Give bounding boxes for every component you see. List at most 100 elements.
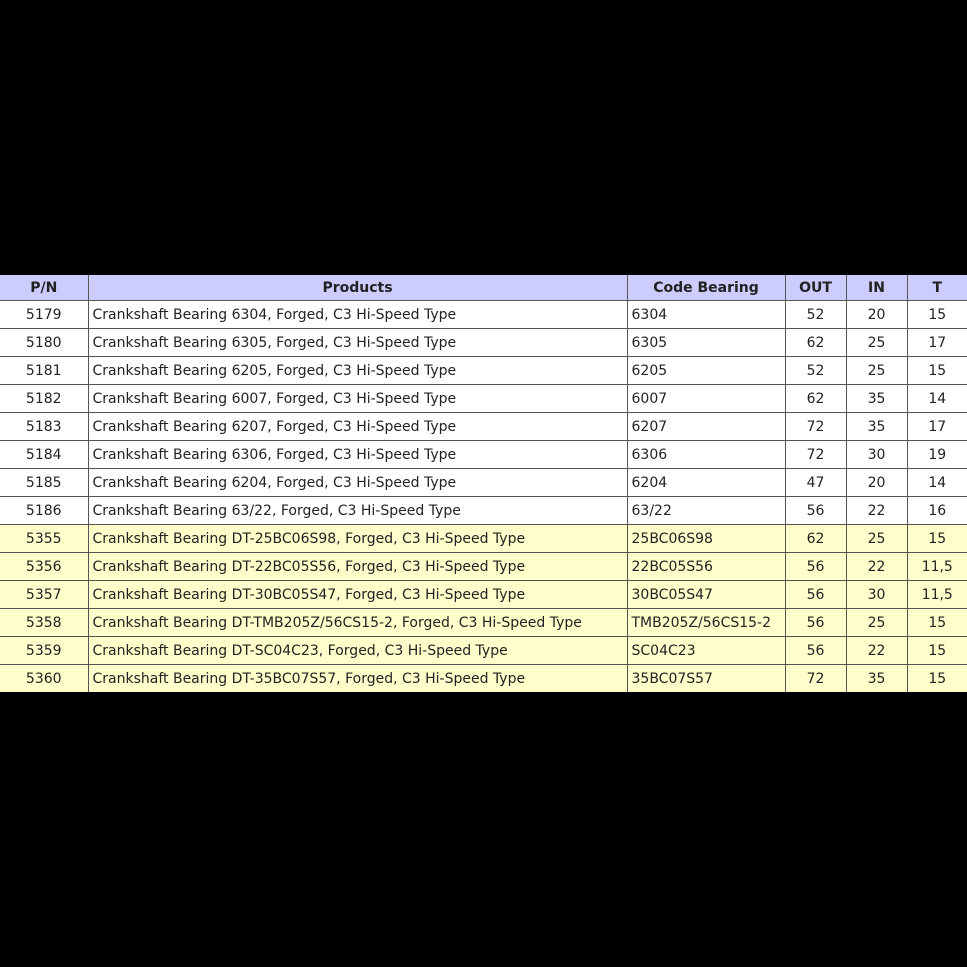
cell-out: 56 xyxy=(784,580,847,609)
cell-code-bearing: SC04C23 xyxy=(626,636,786,665)
cell-product: Crankshaft Bearing DT-30BC05S47, Forged,… xyxy=(87,580,628,609)
cell-pn: 5186 xyxy=(0,496,89,525)
cell-pn: 5356 xyxy=(0,552,89,581)
cell-t: 15 xyxy=(906,300,967,329)
header-t: T xyxy=(906,275,967,301)
table-row: 5355 Crankshaft Bearing DT-25BC06S98, For… xyxy=(0,524,967,553)
cell-pn: 5184 xyxy=(0,440,89,469)
cell-pn: 5358 xyxy=(0,608,89,637)
cell-product: Crankshaft Bearing DT-25BC06S98, Forged,… xyxy=(87,524,628,553)
table-row: 5179 Crankshaft Bearing 6304, Forged, C3 … xyxy=(0,300,967,329)
cell-out: 56 xyxy=(784,552,847,581)
cell-out: 72 xyxy=(784,664,847,692)
cell-pn: 5183 xyxy=(0,412,89,441)
table-row: 5183 Crankshaft Bearing 6207, Forged, C3 … xyxy=(0,412,967,441)
header-out: OUT xyxy=(784,275,847,301)
cell-in: 22 xyxy=(845,496,908,525)
cell-in: 25 xyxy=(845,608,908,637)
cell-in: 35 xyxy=(845,664,908,692)
cell-out: 52 xyxy=(784,300,847,329)
cell-code-bearing: 6305 xyxy=(626,328,786,357)
cell-code-bearing: 6204 xyxy=(626,468,786,497)
cell-in: 22 xyxy=(845,552,908,581)
cell-product: Crankshaft Bearing 6304, Forged, C3 Hi-S… xyxy=(87,300,628,329)
cell-pn: 5357 xyxy=(0,580,89,609)
cell-t: 19 xyxy=(906,440,967,469)
header-code-bearing: Code Bearing xyxy=(626,275,786,301)
cell-code-bearing: 6007 xyxy=(626,384,786,413)
cell-code-bearing: 22BC05S56 xyxy=(626,552,786,581)
cell-pn: 5180 xyxy=(0,328,89,357)
cell-t: 16 xyxy=(906,496,967,525)
cell-product: Crankshaft Bearing DT-35BC07S57, Forged,… xyxy=(87,664,628,692)
table-row: 5186 Crankshaft Bearing 63/22, Forged, C3… xyxy=(0,496,967,525)
cell-product: Crankshaft Bearing DT-SC04C23, Forged, C… xyxy=(87,636,628,665)
cell-in: 35 xyxy=(845,412,908,441)
cell-code-bearing: 6207 xyxy=(626,412,786,441)
cell-product: Crankshaft Bearing 63/22, Forged, C3 Hi-… xyxy=(87,496,628,525)
cell-in: 20 xyxy=(845,468,908,497)
cell-product: Crankshaft Bearing 6207, Forged, C3 Hi-S… xyxy=(87,412,628,441)
table-row: 5360 Crankshaft Bearing DT-35BC07S57, For… xyxy=(0,664,967,692)
cell-product: Crankshaft Bearing DT-TMB205Z/56CS15-2, … xyxy=(87,608,628,637)
cell-t: 17 xyxy=(906,328,967,357)
table-row: 5184 Crankshaft Bearing 6306, Forged, C3 … xyxy=(0,440,967,469)
table-row: 5182 Crankshaft Bearing 6007, Forged, C3 … xyxy=(0,384,967,413)
cell-t: 14 xyxy=(906,384,967,413)
cell-t: 15 xyxy=(906,608,967,637)
cell-in: 30 xyxy=(845,580,908,609)
cell-code-bearing: 6205 xyxy=(626,356,786,385)
cell-in: 25 xyxy=(845,328,908,357)
cell-code-bearing: 6304 xyxy=(626,300,786,329)
cell-in: 25 xyxy=(845,356,908,385)
cell-in: 25 xyxy=(845,524,908,553)
cell-out: 72 xyxy=(784,412,847,441)
cell-product: Crankshaft Bearing DT-22BC05S56, Forged,… xyxy=(87,552,628,581)
cell-code-bearing: TMB205Z/56CS15-2 xyxy=(626,608,786,637)
cell-t: 15 xyxy=(906,356,967,385)
cell-product: Crankshaft Bearing 6007, Forged, C3 Hi-S… xyxy=(87,384,628,413)
table-row: 5181 Crankshaft Bearing 6205, Forged, C3 … xyxy=(0,356,967,385)
table-body: 5179 Crankshaft Bearing 6304, Forged, C3 … xyxy=(0,300,967,692)
table-row: 5359 Crankshaft Bearing DT-SC04C23, Forge… xyxy=(0,636,967,665)
table-header-row: P/N Products Code Bearing OUT IN T xyxy=(0,275,967,301)
cell-pn: 5360 xyxy=(0,664,89,692)
cell-out: 56 xyxy=(784,496,847,525)
cell-t: 15 xyxy=(906,524,967,553)
cell-t: 11,5 xyxy=(906,552,967,581)
cell-out: 47 xyxy=(784,468,847,497)
cell-t: 11,5 xyxy=(906,580,967,609)
cell-product: Crankshaft Bearing 6306, Forged, C3 Hi-S… xyxy=(87,440,628,469)
cell-out: 56 xyxy=(784,636,847,665)
cell-out: 62 xyxy=(784,384,847,413)
header-pn: P/N xyxy=(0,275,89,301)
table-row: 5356 Crankshaft Bearing DT-22BC05S56, For… xyxy=(0,552,967,581)
cell-out: 62 xyxy=(784,524,847,553)
cell-code-bearing: 35BC07S57 xyxy=(626,664,786,692)
table-row: 5357 Crankshaft Bearing DT-30BC05S47, For… xyxy=(0,580,967,609)
cell-product: Crankshaft Bearing 6204, Forged, C3 Hi-S… xyxy=(87,468,628,497)
cell-in: 22 xyxy=(845,636,908,665)
cell-pn: 5359 xyxy=(0,636,89,665)
header-products: Products xyxy=(87,275,628,301)
header-in: IN xyxy=(845,275,908,301)
cell-out: 72 xyxy=(784,440,847,469)
table-row: 5185 Crankshaft Bearing 6204, Forged, C3 … xyxy=(0,468,967,497)
cell-t: 15 xyxy=(906,636,967,665)
cell-code-bearing: 63/22 xyxy=(626,496,786,525)
cell-in: 30 xyxy=(845,440,908,469)
cell-code-bearing: 25BC06S98 xyxy=(626,524,786,553)
cell-out: 62 xyxy=(784,328,847,357)
bearing-table: P/N Products Code Bearing OUT IN T 5179 C… xyxy=(0,275,967,692)
cell-code-bearing: 6306 xyxy=(626,440,786,469)
cell-t: 15 xyxy=(906,664,967,692)
cell-in: 20 xyxy=(845,300,908,329)
cell-t: 14 xyxy=(906,468,967,497)
cell-pn: 5179 xyxy=(0,300,89,329)
cell-in: 35 xyxy=(845,384,908,413)
cell-pn: 5355 xyxy=(0,524,89,553)
cell-pn: 5182 xyxy=(0,384,89,413)
table-row: 5180 Crankshaft Bearing 6305, Forged, C3 … xyxy=(0,328,967,357)
cell-pn: 5185 xyxy=(0,468,89,497)
cell-out: 52 xyxy=(784,356,847,385)
